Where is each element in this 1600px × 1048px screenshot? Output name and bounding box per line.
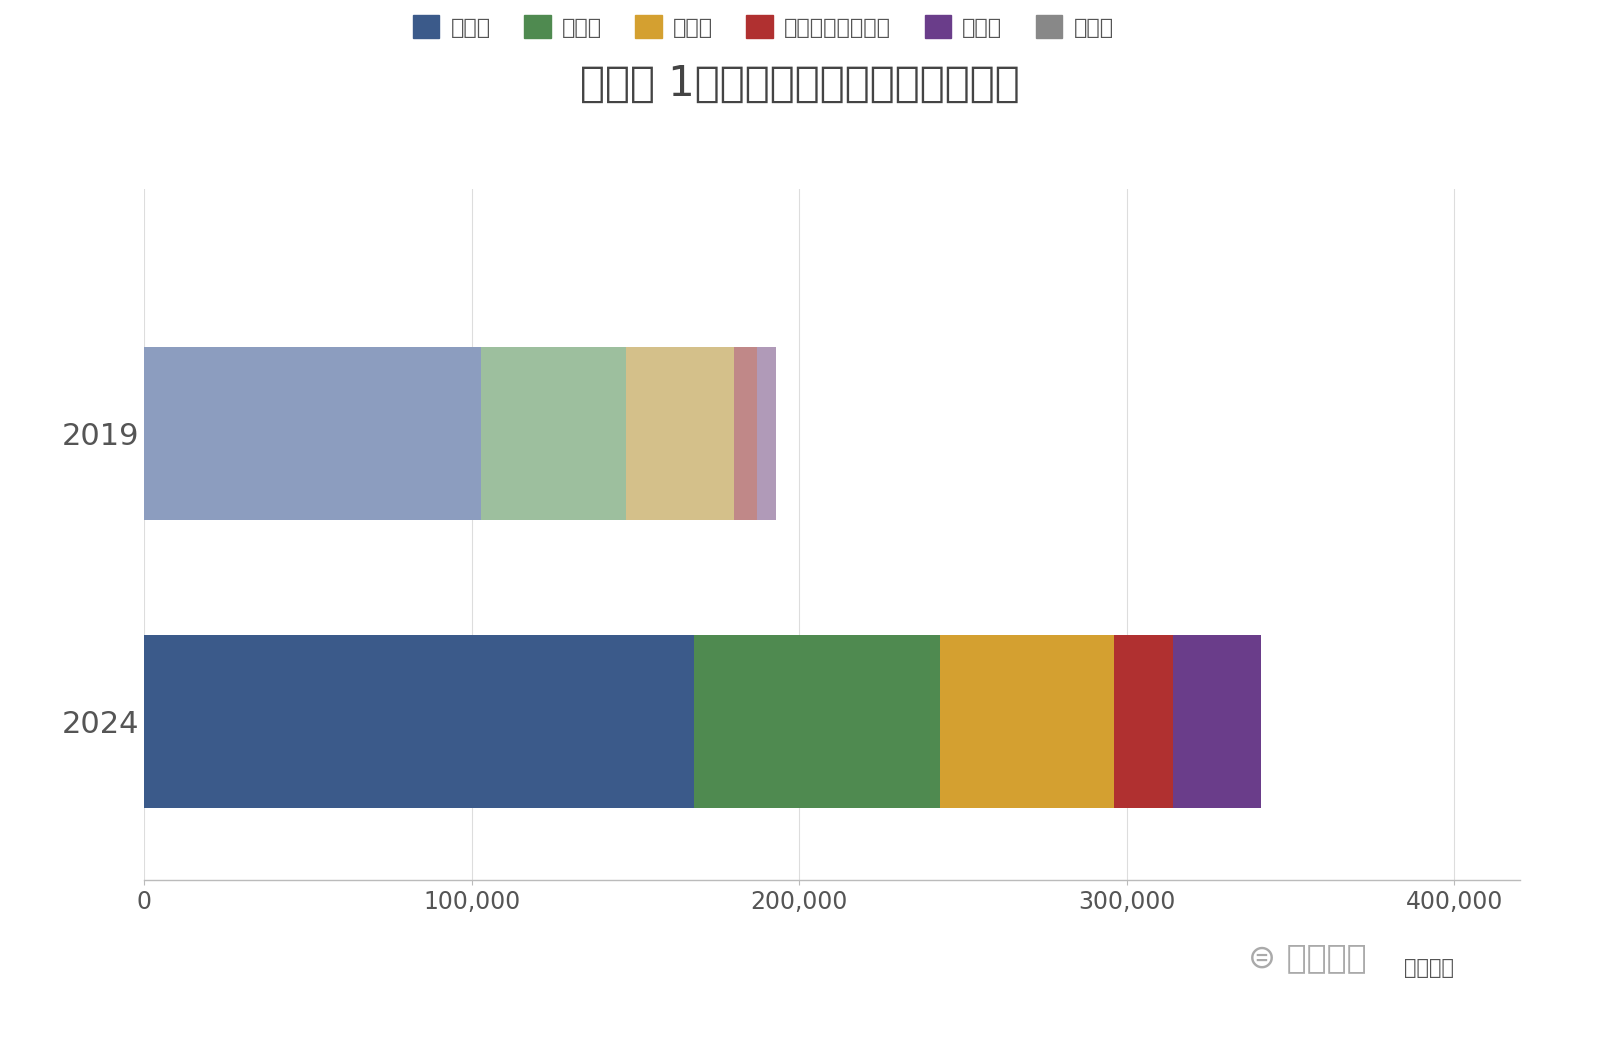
Bar — [694, 635, 941, 808]
Legend: 宿泊費, 飲食費, 交通費, 娯楽等サービス費, 買物代, その他: 宿泊費, 飲食費, 交通費, 娯楽等サービス費, 買物代, その他 — [403, 6, 1123, 47]
Bar — [1173, 635, 1261, 808]
Bar — [1114, 635, 1173, 808]
Bar — [941, 635, 1114, 808]
Bar — [734, 347, 757, 520]
Bar — [144, 635, 694, 808]
Text: 費目別 1人あたり訪日ドイツ人消費額: 費目別 1人あたり訪日ドイツ人消費額 — [581, 63, 1019, 105]
Text: ⊜ 訪日ラボ: ⊜ 訪日ラボ — [1248, 942, 1366, 975]
Bar — [144, 347, 482, 520]
Bar — [482, 347, 626, 520]
Text: （万円）: （万円） — [1405, 958, 1454, 978]
Bar — [626, 347, 734, 520]
Bar — [757, 347, 776, 520]
